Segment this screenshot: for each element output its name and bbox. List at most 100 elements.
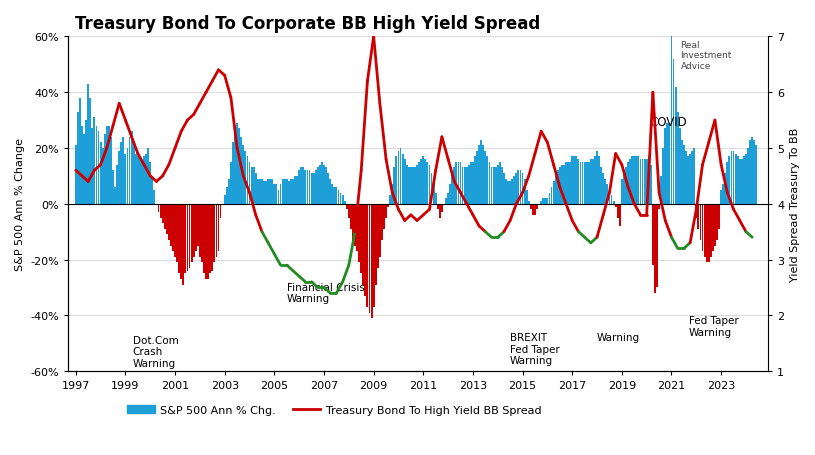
Bar (559, 168, 561, 204)
Bar (271, 179, 273, 204)
Bar (118, 152, 120, 204)
Bar (606, 185, 608, 204)
Bar (645, 160, 648, 204)
Bar (203, 204, 205, 274)
Bar (122, 137, 125, 204)
Bar (470, 162, 472, 204)
Bar (191, 204, 192, 263)
Bar (468, 165, 469, 204)
Bar (609, 190, 610, 204)
Bar (452, 174, 453, 204)
Bar (129, 137, 130, 204)
Bar (102, 149, 104, 204)
Bar (205, 204, 207, 279)
Bar (734, 154, 737, 204)
Bar (117, 165, 118, 204)
Bar (501, 168, 503, 204)
Bar (215, 204, 218, 257)
Bar (315, 171, 317, 204)
Bar (249, 162, 250, 204)
Text: Financial Crisis
Warning: Financial Crisis Warning (287, 282, 364, 304)
Bar (336, 187, 337, 204)
Bar (161, 204, 164, 224)
Bar (629, 160, 631, 204)
Bar (499, 162, 500, 204)
Bar (439, 204, 441, 218)
Bar (81, 126, 83, 204)
Bar (718, 204, 720, 229)
Bar (311, 174, 312, 204)
Bar (341, 196, 344, 204)
Bar (153, 190, 156, 204)
Bar (617, 204, 619, 218)
Bar (168, 204, 170, 241)
Bar (720, 190, 722, 204)
Bar (447, 193, 449, 204)
Bar (300, 168, 302, 204)
Bar (733, 152, 734, 204)
Bar (255, 174, 257, 204)
Bar (394, 168, 395, 204)
Bar (296, 177, 298, 204)
Bar (402, 154, 403, 204)
Bar (632, 157, 633, 204)
Bar (188, 204, 191, 268)
Bar (636, 157, 637, 204)
Bar (671, 37, 672, 204)
Bar (426, 162, 429, 204)
Bar (125, 154, 126, 204)
Bar (209, 204, 211, 274)
Bar (226, 187, 227, 204)
Bar (460, 162, 461, 204)
Bar (184, 204, 187, 274)
Bar (487, 157, 488, 204)
Bar (148, 149, 149, 204)
Bar (712, 204, 714, 252)
Y-axis label: Yield Spread Treasury To BB: Yield Spread Treasury To BB (790, 127, 800, 281)
Bar (356, 204, 358, 252)
Bar (689, 154, 691, 204)
Bar (408, 168, 410, 204)
Bar (714, 204, 716, 246)
Bar (108, 126, 110, 204)
Bar (691, 152, 693, 204)
Bar (157, 204, 160, 212)
Bar (699, 204, 702, 241)
Bar (329, 179, 331, 204)
Bar (176, 204, 178, 263)
Bar (410, 168, 412, 204)
Bar (743, 157, 745, 204)
Text: Treasury Bond To Corporate BB High Yield Spread: Treasury Bond To Corporate BB High Yield… (75, 15, 540, 33)
Bar (87, 85, 89, 204)
Bar (267, 179, 269, 204)
Bar (340, 193, 341, 204)
Bar (484, 152, 487, 204)
Bar (309, 171, 311, 204)
Bar (292, 179, 294, 204)
Bar (615, 204, 617, 207)
Bar (610, 196, 612, 204)
Bar (387, 204, 389, 207)
Bar (286, 179, 288, 204)
Bar (141, 162, 143, 204)
Bar (269, 179, 271, 204)
Bar (238, 129, 240, 204)
Bar (77, 112, 79, 204)
Bar (143, 157, 145, 204)
Bar (346, 204, 348, 210)
Bar (753, 140, 756, 204)
Bar (327, 174, 329, 204)
Bar (139, 160, 141, 204)
Bar (592, 160, 594, 204)
Text: BREXIT
Fed Taper
Warning: BREXIT Fed Taper Warning (510, 332, 560, 365)
Bar (219, 204, 222, 218)
Bar (600, 168, 602, 204)
Bar (398, 152, 399, 204)
Bar (166, 204, 168, 235)
Bar (449, 185, 451, 204)
Text: COVID: COVID (650, 116, 687, 129)
Bar (488, 162, 491, 204)
Bar (126, 149, 129, 204)
Bar (257, 179, 258, 204)
Bar (640, 160, 641, 204)
